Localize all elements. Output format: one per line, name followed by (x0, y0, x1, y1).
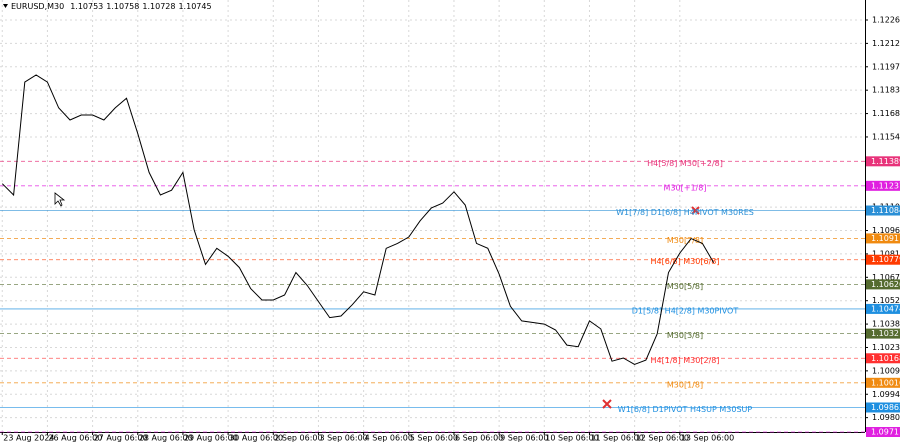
y-tick-label: 1.09800 (872, 413, 900, 422)
x-tick-label: 6 Sep 06:00 (455, 434, 503, 443)
level-price-label: 1.10779 (871, 255, 900, 264)
header-field: 1.10728 (142, 2, 175, 11)
level-price-box (866, 180, 900, 191)
x-tick-label: 30 Aug 06:00 (229, 434, 283, 443)
y-tick-label: 1.10525 (872, 296, 900, 305)
level-price-label: 1.11389 (871, 157, 900, 166)
level-price-box (866, 205, 900, 216)
level-price-label: 1.10321 (871, 329, 900, 338)
header-field: 1.10758 (106, 2, 139, 11)
level-price-box (866, 156, 900, 167)
level-price-label: 1.10016 (871, 378, 900, 387)
level-label: M30[7/8] (667, 236, 703, 245)
level-price-label: 1.11237 (871, 181, 900, 190)
y-tick-label: 1.10235 (872, 343, 900, 352)
grid (0, 0, 865, 433)
x-tick-label: 3 Sep 06:00 (319, 434, 367, 443)
y-tick-label: 1.11540 (872, 132, 900, 141)
x-tick-label: 23 Aug 2024 (3, 434, 54, 443)
y-tick-label: 1.10380 (872, 320, 900, 329)
x-tick-label: 28 Aug 06:00 (139, 434, 193, 443)
level-price-label: 1.11084 (871, 206, 900, 215)
level-label: M30[1/8] (667, 380, 703, 389)
x-tick-label: 12 Sep 06:00 (636, 434, 689, 443)
header: EURUSD,M30 1.10753 1.10758 1.10728 1.10745 (11, 2, 212, 11)
y-tick-label: 1.11830 (872, 86, 900, 95)
signal-marks (54, 192, 700, 409)
level-price-box (866, 402, 900, 413)
level-label: H4[1/8] M30[2/8] (651, 356, 720, 365)
menu-arrow[interactable] (3, 4, 8, 8)
y-tick-label: 1.12120 (872, 39, 900, 48)
level-label: W1[7/8] D1[6/8] H4PIVOT M30RES (616, 208, 754, 217)
x-tick-label: 5 Sep 06:00 (410, 434, 458, 443)
x-tick-label: 13 Sep 06:00 (681, 434, 734, 443)
x-tick-label: 4 Sep 06:00 (365, 434, 413, 443)
y-tick-label: 1.10815 (872, 249, 900, 258)
level-price-box (866, 279, 900, 290)
level-label: H4[5/8] M30[+2/8] (647, 159, 723, 168)
level-price-box (866, 328, 900, 339)
level-price-label: 1.10911 (871, 234, 900, 243)
price-line (1, 74, 715, 365)
y-tick-label: 1.10090 (872, 366, 900, 375)
level-price-box (866, 254, 900, 265)
y-tick-label: 1.11685 (872, 109, 900, 118)
level-price-box (866, 233, 900, 244)
header-field: EURUSD,M30 (11, 2, 64, 11)
x-tick-label: 29 Aug 06:00 (184, 434, 238, 443)
level-price-label: 1.10168 (871, 354, 900, 363)
y-tick-label: 1.12265 (872, 16, 900, 25)
level-label: H4[6/8] M30[6/8] (651, 257, 720, 266)
x-tick-label: 2 Sep 06:00 (274, 434, 322, 443)
sell-signal (691, 206, 700, 215)
x-tick-label: 10 Sep 06:00 (545, 434, 598, 443)
y-tick-label: 1.11975 (872, 62, 900, 71)
level-label: M30[+1/8] (664, 183, 707, 192)
level-label: D1[5/8] H4[2/8] M30PIVOT (632, 306, 739, 315)
level-price-box (866, 303, 900, 314)
level-price-label: 1.10474 (871, 304, 900, 313)
level-label: M30[3/8] (667, 331, 703, 340)
mouse-cursor (54, 192, 66, 207)
level-label: W1[6/8] D1PIVOT H4SUP M30SUP (618, 405, 753, 414)
level-price-label: 1.09711 (871, 428, 900, 437)
level-price-box (866, 377, 900, 388)
header-field: 1.10745 (178, 2, 211, 11)
y-tick-label: 1.10960 (872, 226, 900, 235)
y-tick-label: 1.09945 (872, 390, 900, 399)
level-price-label: 1.09863 (871, 403, 900, 412)
level-price-box (866, 353, 900, 364)
x-tick-label: 9 Sep 06:00 (500, 434, 548, 443)
x-tick-label: 11 Sep 06:00 (590, 434, 643, 443)
x-tick-label: 27 Aug 06:00 (94, 434, 148, 443)
y-tick-label: 1.10670 (872, 273, 900, 282)
sell-signal (602, 399, 612, 409)
header-field: 1.10753 (70, 2, 103, 11)
x-tick-label: 26 Aug 06:00 (48, 434, 102, 443)
level-price-label: 1.10626 (871, 280, 900, 289)
level-label: M30[5/8] (667, 282, 703, 291)
level-price-box (866, 427, 900, 437)
